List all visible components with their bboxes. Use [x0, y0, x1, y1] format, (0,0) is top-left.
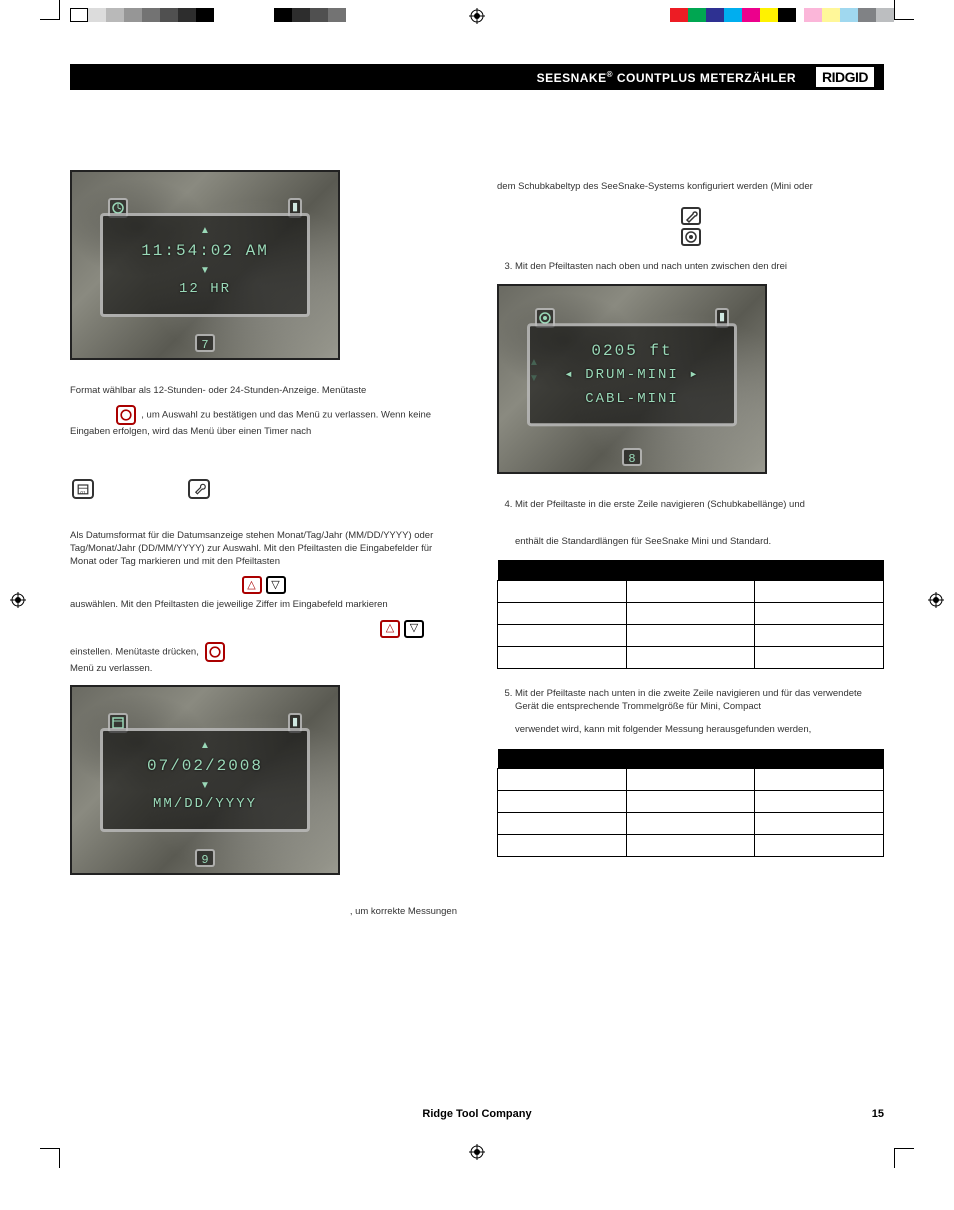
table-row: [498, 624, 884, 646]
body-text: Als Datumsformat für die Datumsanzeige s…: [70, 529, 457, 569]
print-marks-top: [0, 0, 954, 34]
text-span: Menü zu verlassen.: [70, 663, 152, 674]
table-row: [498, 813, 884, 835]
page-footer: Ridge Tool Company 15: [70, 1108, 884, 1120]
reel-icon: [681, 228, 701, 246]
page-content: SEESNAKE® COUNTPLUS METERZÄHLER RIDGID ▮…: [0, 34, 954, 1134]
osd-page-num: 7: [195, 334, 215, 352]
step-list: Mit der Pfeiltaste in die erste Zeile na…: [497, 498, 884, 549]
osd-page-num: 8: [622, 448, 642, 466]
time-setup-screenshot: ▮ ▲ 11:54:02 AM ▼ 12 HR 7: [70, 170, 340, 360]
crop-mark: [894, 1148, 914, 1168]
crop-mark: [894, 0, 914, 20]
registration-mark-icon: [469, 8, 485, 24]
ridgid-logo: RIDGID: [816, 67, 874, 87]
footer-page-number: 15: [872, 1108, 884, 1120]
osd-page-num: 9: [195, 849, 215, 867]
grayscale-bar: [70, 8, 346, 22]
arrow-icons-row: △ ▽: [70, 620, 457, 638]
down-arrow-key-icon: ▽: [266, 576, 286, 594]
text-span: Mit der Pfeiltaste nach unten in die zwe…: [515, 688, 862, 712]
osd-drum: ◂ DRUM-MINI ▸: [538, 366, 726, 386]
wrench-icon: [188, 479, 210, 499]
table-row: [498, 835, 884, 857]
down-arrow-key-icon: ▽: [404, 620, 424, 638]
drum-size-table: [497, 749, 884, 858]
body-columns: ▮ ▲ 11:54:02 AM ▼ 12 HR 7 Format wählbar…: [70, 160, 884, 926]
osd-box: 0205 ft ◂ DRUM-MINI ▸ CABL-MINI: [527, 323, 737, 427]
osd-box: ▲ 07/02/2008 ▼ MM/DD/YYYY: [100, 728, 310, 832]
cable-length-table: [497, 560, 884, 669]
table-row: [498, 791, 884, 813]
body-text: auswählen. Mit den Pfeiltasten die jewei…: [70, 598, 457, 611]
up-arrow-key-icon: △: [380, 620, 400, 638]
list-item: Mit der Pfeiltaste in die erste Zeile na…: [515, 498, 884, 549]
crop-mark: [40, 0, 60, 20]
list-item: Mit der Pfeiltaste nach unten in die zwe…: [515, 687, 884, 737]
body-text: Format wählbar als 12-Stunden- oder 24-S…: [70, 384, 457, 397]
text-span: verwendet wird, kann mit folgender Messu…: [515, 723, 884, 736]
step-list: Mit den Pfeiltasten nach oben und nach u…: [497, 260, 884, 273]
calendar-icon: 01: [72, 479, 94, 499]
svg-text:01: 01: [80, 489, 86, 495]
stacked-icons: [497, 207, 884, 246]
list-item: Mit den Pfeiltasten nach oben und nach u…: [515, 260, 884, 273]
registration-mark-icon: [469, 1144, 485, 1160]
body-text: dem Schubkabeltyp des SeeSnake-Systems k…: [497, 180, 884, 193]
title-pre: SEESNAKE: [537, 71, 607, 85]
table-row: [498, 646, 884, 668]
text-span: enthält die Standardlängen für SeeSnake …: [515, 535, 884, 548]
osd-distance: 0205 ft: [538, 340, 726, 362]
body-text: , um korrekte Messungen: [70, 905, 457, 918]
header-band: SEESNAKE® COUNTPLUS METERZÄHLER RIDGID: [70, 64, 884, 90]
wrench-icon: [681, 207, 701, 225]
up-arrow-key-icon: △: [242, 576, 262, 594]
body-text: einstellen. Menütaste drücken, Menü zu v…: [70, 642, 457, 675]
osd-box: ▲ 11:54:02 AM ▼ 12 HR: [100, 213, 310, 317]
menu-button-icon: [205, 642, 225, 662]
down-arrow-icon: ▼: [111, 781, 299, 791]
crop-mark: [40, 1148, 60, 1168]
table-row: [498, 580, 884, 602]
page-title: SEESNAKE® COUNTPLUS METERZÄHLER: [537, 70, 796, 85]
print-marks-bottom: [0, 1134, 954, 1168]
footer-company: Ridge Tool Company: [422, 1108, 531, 1120]
osd-time: 11:54:02 AM: [111, 240, 299, 262]
menu-button-icon: [116, 405, 136, 425]
osd-cable: CABL-MINI: [538, 390, 726, 410]
cable-setup-screenshot: ▮ ▲ ▼ 0205 ft ◂ DRUM-MINI ▸ CABL-MINI 8: [497, 284, 767, 474]
text-span: einstellen. Menütaste drücken,: [70, 646, 202, 657]
osd-date: 07/02/2008: [111, 755, 299, 777]
up-arrow-icon: ▲: [111, 226, 299, 236]
step-list: Mit der Pfeiltaste nach unten in die zwe…: [497, 687, 884, 737]
icon-row: 01: [70, 459, 457, 499]
arrow-icons-row: △ ▽: [70, 576, 457, 594]
table-row: [498, 769, 884, 791]
osd-format: MM/DD/YYYY: [111, 795, 299, 815]
body-text: , um Auswahl zu bestätigen und das Menü …: [70, 405, 457, 438]
right-column: dem Schubkabeltyp des SeeSnake-Systems k…: [497, 160, 884, 926]
text-span: Mit den Pfeiltasten nach oben und nach u…: [515, 261, 787, 272]
table-row: [498, 602, 884, 624]
osd-mode: 12 HR: [111, 280, 299, 300]
down-arrow-icon: ▼: [111, 266, 299, 276]
text-span: Format wählbar als 12-Stunden- oder 24-S…: [70, 385, 366, 396]
date-setup-screenshot: ▮ ▲ 07/02/2008 ▼ MM/DD/YYYY 9: [70, 685, 340, 875]
title-post: COUNTPLUS METERZÄHLER: [613, 71, 796, 85]
left-column: ▮ ▲ 11:54:02 AM ▼ 12 HR 7 Format wählbar…: [70, 160, 457, 926]
up-arrow-icon: ▲: [111, 741, 299, 751]
color-bar: [670, 8, 894, 22]
text-span: Mit der Pfeiltaste in die erste Zeile na…: [515, 499, 805, 510]
